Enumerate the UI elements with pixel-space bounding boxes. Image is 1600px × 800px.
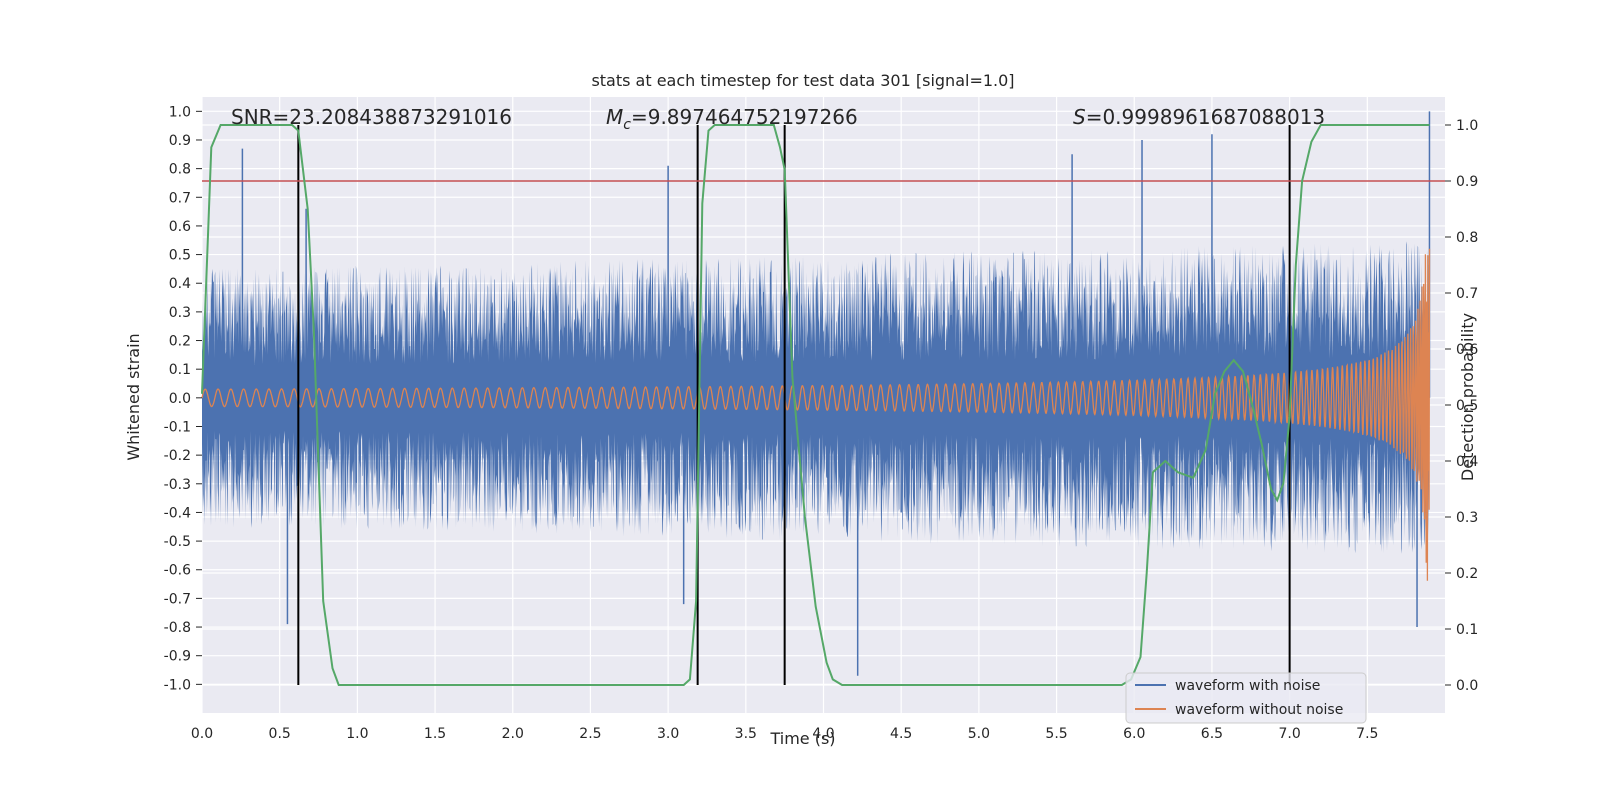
- y2-tick-label: 0.4: [1456, 454, 1478, 470]
- chirp-mass-annotation: Mc=9.897464752197266: [606, 105, 858, 133]
- x-tick-label: 0.5: [269, 726, 291, 742]
- series-detection-probability: [201, 124, 1430, 686]
- legend-box: [1125, 672, 1367, 724]
- y-tick-label: 0.5: [169, 248, 191, 264]
- y2-tick-label: 0.8: [1456, 230, 1478, 246]
- x-tick-label: 4.5: [890, 726, 912, 742]
- x-tick-label: 5.0: [968, 726, 990, 742]
- y-tick-label: -0.1: [164, 419, 191, 435]
- x-tick-label: 6.0: [1123, 726, 1145, 742]
- y2-tick-label: 0.0: [1456, 678, 1478, 694]
- chirp-line: [201, 248, 1431, 581]
- chart-title: stats at each timestep for test data 301…: [591, 71, 1014, 90]
- snr-annotation: SNR=23.208438873291016: [231, 105, 512, 129]
- y-tick-label: 0.3: [169, 305, 191, 321]
- legend-label-noise: waveform with noise: [1175, 678, 1320, 694]
- chirp-mass-symbol: M: [606, 105, 623, 129]
- x-axis-ticks: 0.0 0.5 1.0 1.5 2.0 2.5 3.0 3.5 4.0 4.5 5.0 5.5 6.0 6…: [191, 726, 1379, 742]
- y2-tick-label: 0.9: [1456, 174, 1478, 190]
- y-tick-label: -0.6: [164, 563, 191, 579]
- y-axis-ticks: -1.0 -0.9 -0.8 -0.7 -0.6 -0.5 -0.4 -0.3 -0.2 -0.1…: [164, 104, 202, 693]
- y-tick-label: 1.0: [169, 104, 191, 120]
- y-tick-label: -1.0: [164, 677, 191, 693]
- noise-band: [202, 241, 1430, 554]
- y-tick-label: 0.9: [169, 133, 191, 149]
- y-tick-label: 0.7: [169, 190, 191, 206]
- x-tick-label: 7.0: [1278, 726, 1300, 742]
- y-tick-label: 0.0: [169, 391, 191, 407]
- y-tick-label: 0.4: [169, 276, 191, 292]
- y-tick-label: -0.3: [164, 477, 191, 493]
- x-tick-label: 3.0: [657, 726, 679, 742]
- x-tick-label: 1.0: [346, 726, 368, 742]
- y2-tick-label: 0.7: [1456, 286, 1478, 302]
- x-tick-label: 4.0: [812, 726, 834, 742]
- y2-tick-label: 0.3: [1456, 510, 1478, 526]
- y-tick-label: 0.2: [169, 334, 191, 350]
- s-value: =0.9998961687088013: [1086, 105, 1325, 129]
- y2-tick-label: 0.2: [1456, 566, 1478, 582]
- x-tick-label: 1.5: [424, 726, 446, 742]
- y2-axis-ticks: 0.0 0.1 0.2 0.3 0.4 0.5 0.6 0.7 0.8 0.9 1.0: [1445, 118, 1478, 694]
- y2-axis-label: Detection probability: [1458, 313, 1477, 481]
- y2-tick-label: 0.6: [1456, 342, 1478, 358]
- y-axis-label: Whitened strain: [124, 333, 143, 460]
- y-tick-label: -0.5: [164, 534, 191, 550]
- y-tick-label: -0.8: [164, 620, 191, 636]
- x-tick-label: 6.5: [1201, 726, 1223, 742]
- series-waveform-with-noise: [202, 111, 1431, 676]
- y-tick-label: -0.7: [164, 591, 191, 607]
- legend-label-clean: waveform without noise: [1175, 702, 1343, 718]
- x-tick-label: 3.5: [735, 726, 757, 742]
- x-tick-label: 5.5: [1045, 726, 1067, 742]
- y-tick-label: 0.6: [169, 219, 191, 235]
- chirp-mass-subscript: c: [623, 117, 631, 133]
- chirp-mass-value: =9.897464752197266: [631, 105, 858, 129]
- s-annotation: S=0.9998961687088013: [1073, 105, 1325, 129]
- y-tick-label: 0.1: [169, 362, 191, 378]
- y2-tick-label: 0.5: [1456, 398, 1478, 414]
- s-symbol: S: [1073, 105, 1086, 129]
- x-tick-label: 7.5: [1356, 726, 1378, 742]
- legend: waveform with noise waveform without noi…: [1125, 672, 1367, 724]
- x-axis-label: Time (s): [769, 729, 835, 748]
- y2-tick-label: 0.1: [1456, 622, 1478, 638]
- series-waveform-without-noise: [201, 248, 1431, 581]
- y2-tick-label: 1.0: [1456, 118, 1478, 134]
- x-tick-label: 0.0: [191, 726, 213, 742]
- y-tick-label: -0.9: [164, 649, 191, 665]
- y-tick-label: 0.8: [169, 162, 191, 178]
- x-tick-label: 2.5: [579, 726, 601, 742]
- probability-line: [201, 124, 1430, 686]
- y-tick-label: -0.4: [164, 505, 191, 521]
- y-tick-label: -0.2: [164, 448, 191, 464]
- x-tick-label: 2.0: [502, 726, 524, 742]
